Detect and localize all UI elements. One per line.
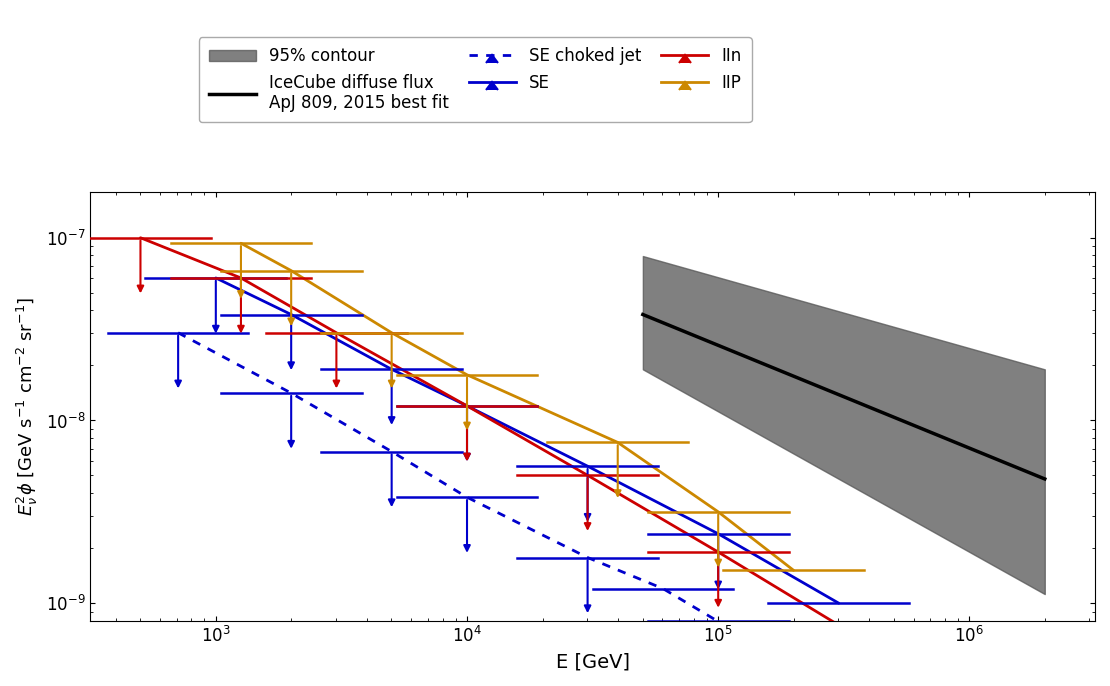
Y-axis label: $E_{\nu}^2\phi$ [GeV s$^{-1}$ cm$^{-2}$ sr$^{-1}$]: $E_{\nu}^2\phi$ [GeV s$^{-1}$ cm$^{-2}$ … — [16, 297, 40, 517]
X-axis label: E [GeV]: E [GeV] — [556, 652, 629, 671]
Legend: 95% contour, IceCube diffuse flux
ApJ 809, 2015 best fit, SE choked jet, SE, IIn: 95% contour, IceCube diffuse flux ApJ 80… — [199, 37, 751, 122]
